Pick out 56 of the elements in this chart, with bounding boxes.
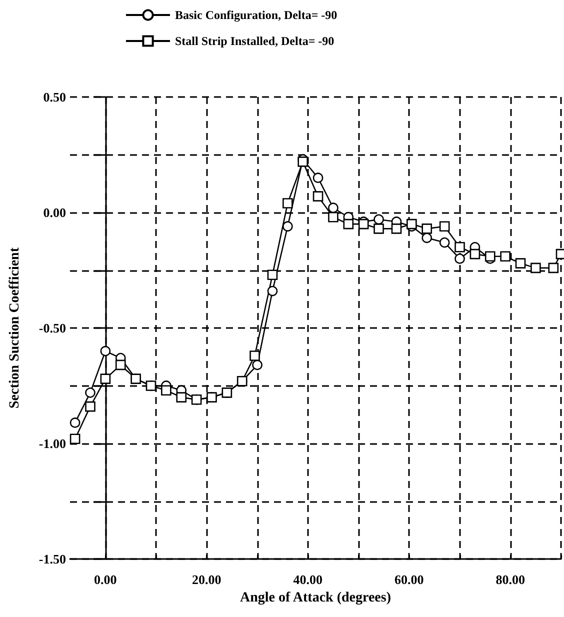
point: [439, 221, 450, 232]
point: [161, 385, 172, 396]
point: [328, 202, 338, 214]
point: [191, 394, 202, 405]
point: [312, 172, 324, 183]
point: [328, 212, 338, 222]
x-tick-label: 20.00: [192, 572, 222, 587]
point: [282, 198, 293, 208]
y-tick-label: -1.00: [38, 436, 66, 451]
point: [252, 360, 262, 370]
point: [250, 350, 260, 361]
point: [530, 262, 541, 274]
point: [222, 388, 232, 398]
point: [374, 214, 384, 225]
point: [267, 286, 278, 296]
point: [470, 248, 480, 260]
point: [85, 388, 96, 398]
legend-label: Basic Configuration, Delta= -90: [175, 8, 338, 22]
point: [454, 242, 465, 252]
point: [500, 251, 510, 262]
point: [515, 258, 526, 268]
y-axis-title: Section Suction Coefficient: [8, 247, 22, 408]
point: [206, 392, 217, 402]
x-tick-label: 60.00: [394, 572, 424, 587]
point: [236, 376, 248, 386]
point: [267, 270, 278, 280]
x-tick-label: 0.00: [94, 572, 117, 587]
x-tick-label: 80.00: [496, 572, 526, 587]
point: [176, 392, 187, 402]
point: [422, 232, 432, 244]
point: [391, 224, 402, 234]
x-axis-title: Angle of Attack (degrees): [240, 590, 392, 606]
y-tick-label: -0.50: [38, 320, 66, 336]
point: [70, 434, 80, 444]
point: [343, 218, 354, 230]
point: [484, 251, 496, 262]
point: [298, 156, 308, 167]
point: [85, 401, 96, 412]
point: [358, 218, 369, 230]
legend-label: Stall Strip Installed, Delta= -90: [175, 34, 334, 48]
point: [406, 218, 417, 230]
point: [70, 418, 80, 428]
point: [454, 254, 465, 264]
point: [115, 360, 126, 370]
point: [282, 221, 293, 232]
x-tick-label: 40.00: [293, 572, 323, 587]
point: [100, 374, 111, 384]
point: [374, 224, 384, 234]
y-tick-label: -1.50: [38, 552, 66, 566]
y-tick-label: 0.00: [43, 205, 66, 220]
point: [548, 262, 559, 274]
y-tick-label: 0.50: [43, 90, 66, 104]
point: [439, 237, 450, 248]
point: [100, 346, 111, 356]
point: [312, 191, 324, 202]
point: [422, 224, 432, 234]
